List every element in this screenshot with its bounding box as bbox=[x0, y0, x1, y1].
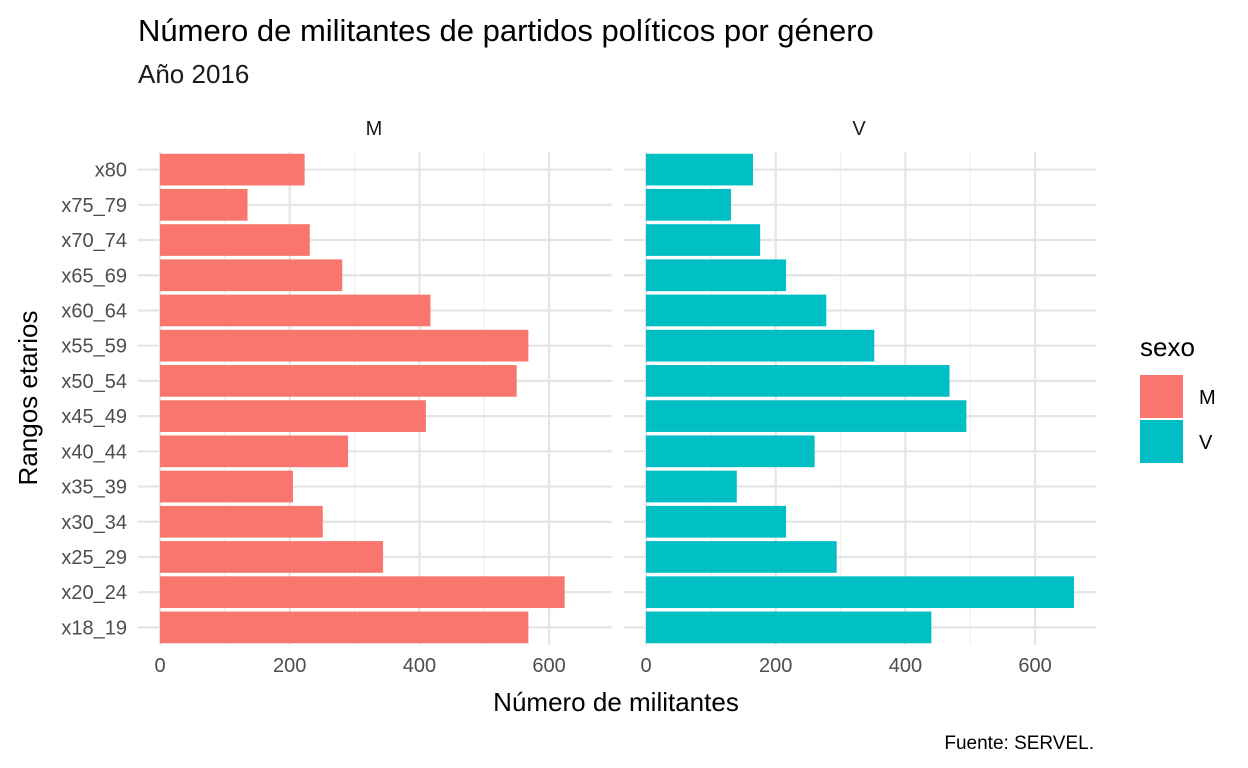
y-tick-labels: x18_19 x20_24 x25_29 x30_34 x35_39 x40_44 x45_… bbox=[61, 160, 127, 640]
bar-v-x50_54 bbox=[646, 365, 950, 397]
bar-m-x45_49 bbox=[160, 400, 426, 432]
x-tick-label: 600 bbox=[1018, 655, 1051, 677]
bar-m-x40_44 bbox=[160, 435, 349, 468]
bar-v-x40_44 bbox=[646, 435, 815, 468]
x-tick-label: 200 bbox=[273, 655, 306, 677]
y-tick-label: x60_64 bbox=[61, 300, 127, 322]
facet-panel-m: 0 200 400 600 M bbox=[138, 118, 612, 677]
bar-m-x35_39 bbox=[160, 470, 293, 503]
bar-v-x20_24 bbox=[646, 576, 1075, 609]
bar-v-x80 bbox=[646, 153, 754, 186]
facet-strip-m: M bbox=[366, 118, 383, 140]
bar-v-x35_39 bbox=[646, 470, 737, 503]
bar-v-x60_64 bbox=[646, 294, 827, 327]
y-axis-title: Rangos etarios bbox=[13, 311, 43, 486]
bar-v-x18_19 bbox=[646, 611, 932, 644]
bar-v-x45_49 bbox=[646, 400, 967, 432]
bar-m-x25_29 bbox=[160, 541, 384, 573]
x-tick-labels-m: 0 200 400 600 bbox=[154, 655, 565, 677]
x-tick-label: 600 bbox=[532, 655, 565, 677]
y-tick-label: x20_24 bbox=[61, 582, 127, 604]
y-tick-label: x25_29 bbox=[61, 547, 127, 569]
bar-m-x30_34 bbox=[160, 505, 323, 538]
x-tick-label: 400 bbox=[889, 655, 922, 677]
y-tick-label: x65_69 bbox=[61, 265, 127, 287]
bar-m-x55_59 bbox=[160, 329, 529, 362]
bar-v-x55_59 bbox=[646, 329, 875, 362]
y-tick-label: x40_44 bbox=[61, 441, 127, 463]
y-tick-label: x50_54 bbox=[61, 371, 127, 393]
y-tick-label: x30_34 bbox=[61, 512, 127, 534]
y-tick-label: x80 bbox=[95, 160, 127, 182]
bars-m bbox=[160, 153, 565, 644]
bar-m-x80 bbox=[160, 153, 305, 186]
bar-m-x60_64 bbox=[160, 294, 431, 327]
bar-v-x70_74 bbox=[646, 224, 761, 256]
y-tick-label: x70_74 bbox=[61, 230, 127, 252]
bar-v-x65_69 bbox=[646, 259, 787, 292]
legend-label-v: V bbox=[1199, 432, 1213, 454]
legend-title: sexo bbox=[1140, 332, 1195, 362]
y-tick-label: x75_79 bbox=[61, 195, 127, 217]
x-tick-label: 0 bbox=[640, 655, 651, 677]
legend-swatch-m bbox=[1140, 375, 1183, 418]
chart-caption: Fuente: SERVEL. bbox=[944, 733, 1094, 754]
legend-label-m: M bbox=[1199, 387, 1216, 409]
x-axis-title: Número de militantes bbox=[493, 687, 739, 717]
chart-title: Número de militantes de partidos polític… bbox=[138, 13, 874, 48]
bar-v-x75_79 bbox=[646, 188, 731, 221]
x-tick-label: 0 bbox=[154, 655, 165, 677]
y-tick-label: x35_39 bbox=[61, 477, 127, 499]
bar-v-x30_34 bbox=[646, 505, 787, 538]
bar-m-x20_24 bbox=[160, 576, 565, 609]
chart-subtitle: Año 2016 bbox=[138, 59, 249, 89]
facet-strip-v: V bbox=[852, 118, 866, 140]
bar-m-x70_74 bbox=[160, 224, 310, 256]
bars-v bbox=[646, 153, 1075, 644]
x-tick-labels-v: 0 200 400 600 bbox=[640, 655, 1051, 677]
bar-v-x25_29 bbox=[646, 541, 837, 573]
x-tick-label: 400 bbox=[403, 655, 436, 677]
bar-m-x18_19 bbox=[160, 611, 529, 644]
y-tick-label: x45_49 bbox=[61, 406, 127, 428]
bar-m-x75_79 bbox=[160, 188, 248, 221]
bar-m-x65_69 bbox=[160, 259, 343, 292]
y-tick-label: x55_59 bbox=[61, 336, 127, 358]
y-tick-label: x18_19 bbox=[61, 617, 127, 639]
legend-swatch-v bbox=[1140, 420, 1183, 463]
legend: sexo M V bbox=[1140, 332, 1216, 463]
bar-m-x50_54 bbox=[160, 365, 517, 397]
facet-panel-v: 0 200 400 600 V bbox=[624, 118, 1096, 677]
x-tick-label: 200 bbox=[759, 655, 792, 677]
